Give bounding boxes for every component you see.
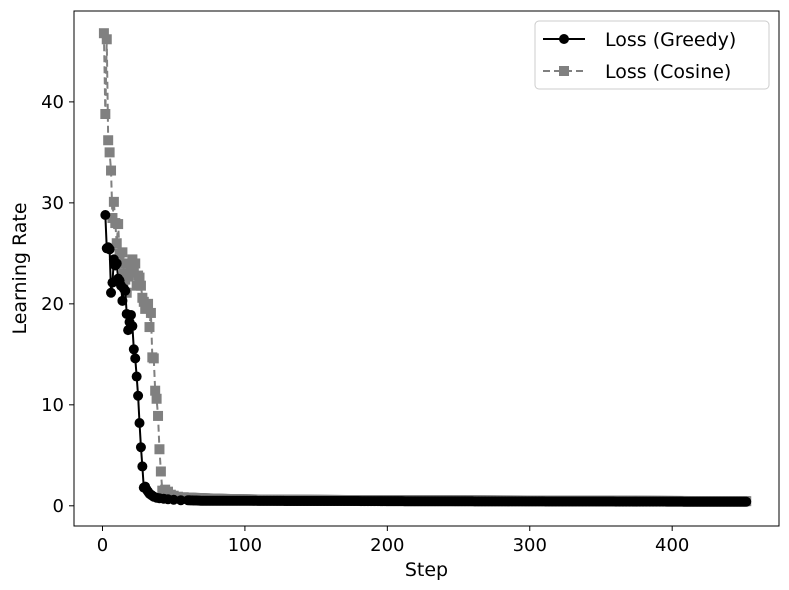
y-tick-label: 10 [41, 395, 64, 416]
data-point [148, 353, 159, 364]
y-tick-label: 30 [41, 193, 64, 214]
data-point [103, 135, 114, 146]
data-point [125, 309, 136, 320]
series-layer [98, 28, 752, 507]
x-axis: 0 100 200 300 400 [97, 526, 689, 556]
data-point [101, 34, 112, 45]
data-point [143, 298, 154, 309]
data-point [154, 444, 165, 455]
legend-marker [559, 66, 569, 76]
plot-frame [73, 10, 780, 527]
y-tick-label: 0 [53, 496, 64, 517]
data-point [111, 258, 122, 269]
data-point [168, 494, 179, 505]
data-point [127, 321, 138, 332]
data-point [175, 495, 186, 506]
x-tick-label: 100 [228, 535, 262, 556]
x-axis-label: Step [405, 559, 448, 581]
x-tick-label: 400 [655, 535, 689, 556]
data-point [106, 287, 117, 298]
legend-entry: Loss (Cosine) [543, 61, 731, 83]
x-tick-label: 300 [513, 535, 547, 556]
data-point [150, 385, 161, 396]
data-point [130, 258, 141, 269]
x-tick-label: 0 [97, 535, 108, 556]
data-point [131, 371, 142, 382]
data-point [100, 209, 111, 220]
data-point [144, 322, 155, 333]
series-greedy [100, 209, 752, 507]
legend-marker [559, 34, 569, 44]
data-point [145, 307, 156, 318]
x-tick-label: 200 [370, 535, 404, 556]
data-point [128, 344, 139, 355]
data-point [153, 410, 164, 421]
data-point [98, 28, 109, 39]
data-point [120, 285, 131, 296]
data-point [100, 109, 111, 119]
data-point [111, 238, 122, 249]
legend-label: Loss (Cosine) [605, 61, 731, 83]
data-point [104, 147, 115, 158]
data-point [741, 496, 752, 507]
data-point [134, 418, 145, 428]
legend-box [534, 20, 770, 90]
y-tick-label: 40 [41, 92, 64, 113]
data-point [117, 295, 128, 306]
data-point [123, 271, 134, 282]
y-axis: 0 10 20 30 40 [41, 92, 74, 517]
data-point [107, 213, 118, 224]
data-point [135, 280, 146, 291]
data-point [134, 272, 145, 283]
legend: Loss (Greedy) Loss (Cosine) [534, 20, 770, 90]
y-tick-label: 20 [41, 294, 64, 315]
data-point [151, 393, 162, 404]
data-point [155, 466, 166, 477]
data-point [130, 353, 141, 364]
data-point [104, 244, 115, 255]
data-point [117, 247, 128, 258]
data-point [106, 165, 117, 176]
data-point [137, 461, 148, 472]
legend-entry: Loss (Greedy) [543, 29, 736, 51]
data-point [135, 442, 146, 453]
y-axis-label: Learning Rate [9, 202, 31, 334]
data-point [133, 390, 144, 401]
data-point [108, 196, 119, 207]
legend-label: Loss (Greedy) [605, 29, 736, 51]
data-point [113, 219, 124, 230]
